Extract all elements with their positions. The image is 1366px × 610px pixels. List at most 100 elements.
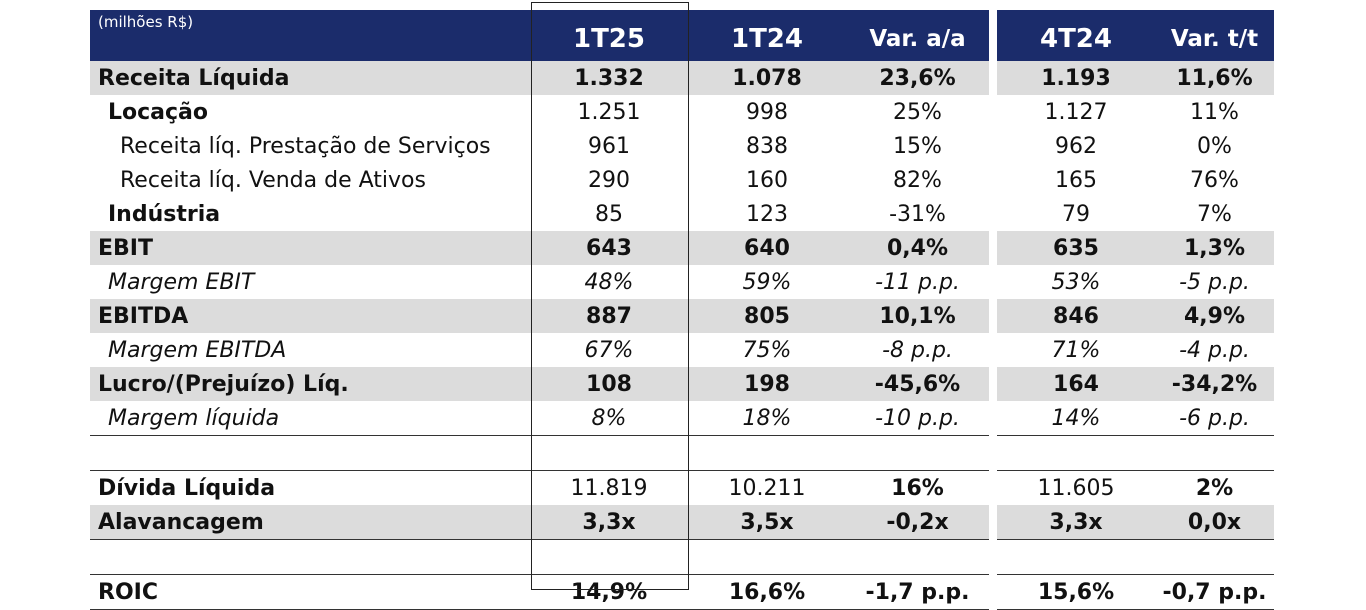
cell-var-tt: -4 p.p. — [1179, 337, 1250, 363]
col-header-1t24: 1T24 — [688, 10, 846, 61]
cell-1t24: 1.078 — [688, 61, 846, 95]
cell-var-tt: -34,2% — [1155, 367, 1274, 401]
cell-var-aa: -45,6% — [846, 367, 989, 401]
cell-1t24: 59% — [742, 269, 792, 295]
row-margem-ebit: Margem EBIT 48% 59% -11 p.p. 53% -5 p.p. — [90, 265, 1274, 299]
cell-1t25: 11.819 — [530, 470, 688, 505]
financial-summary-table: (milhões R$) 1T25 1T24 Var. a/a 4T24 Var… — [90, 10, 1274, 610]
cell-1t24: 805 — [688, 299, 846, 333]
row-receita-liquida: Receita Líquida 1.332 1.078 23,6% 1.193 … — [90, 61, 1274, 95]
cell-var-tt: -5 p.p. — [1179, 269, 1250, 295]
cell-1t25: 290 — [588, 167, 630, 193]
cell-1t24: 160 — [746, 167, 788, 193]
cell-1t25: 3,3x — [530, 505, 688, 540]
column-gap — [989, 231, 997, 265]
cell-4t24: 15,6% — [997, 574, 1155, 610]
row-industria: Indústria 85 123 -31% 79 7% — [90, 197, 1274, 231]
cell-1t24: 198 — [688, 367, 846, 401]
row-margem-ebitda: Margem EBITDA 67% 75% -8 p.p. 71% -4 p.p… — [90, 333, 1274, 367]
row-alavancagem: Alavancagem 3,3x 3,5x -0,2x 3,3x 0,0x — [90, 505, 1274, 540]
header-row: (milhões R$) 1T25 1T24 Var. a/a 4T24 Var… — [90, 10, 1274, 61]
cell-1t25: 643 — [530, 231, 688, 265]
cell-1t24: 16,6% — [688, 574, 846, 610]
cell-var-tt: 4,9% — [1155, 299, 1274, 333]
row-margem-liquida: Margem líquida 8% 18% -10 p.p. 14% -6 p.… — [90, 401, 1274, 436]
row-label: Margem líquida — [90, 401, 530, 436]
cell-4t24: 71% — [1051, 337, 1101, 363]
cell-1t25: 1.332 — [530, 61, 688, 95]
cell-var-aa: -0,2x — [846, 505, 989, 540]
cell-4t24: 11.605 — [997, 470, 1155, 505]
cell-var-tt: 11% — [1190, 99, 1239, 125]
cell-1t25: 1.251 — [577, 99, 641, 125]
row-label: EBIT — [90, 231, 530, 265]
cell-var-tt: 1,3% — [1155, 231, 1274, 265]
cell-4t24: 14% — [997, 401, 1155, 436]
col-header-var-tt: Var. t/t — [1155, 10, 1274, 61]
column-gap — [989, 299, 997, 333]
row-label: ROIC — [90, 574, 530, 610]
cell-var-tt: -6 p.p. — [1155, 401, 1274, 436]
column-gap — [989, 367, 997, 401]
column-gap — [989, 95, 997, 129]
column-gap — [989, 401, 997, 436]
spacer-row — [90, 436, 1274, 471]
col-header-1t25: 1T25 — [530, 10, 688, 61]
cell-4t24: 1.127 — [1044, 99, 1108, 125]
column-gap — [989, 163, 997, 197]
row-label: Locação — [108, 99, 209, 125]
cell-var-aa: -31% — [889, 201, 946, 227]
cell-var-aa: 82% — [893, 167, 942, 193]
unit-label: (milhões R$) — [90, 10, 530, 61]
cell-4t24: 165 — [1055, 167, 1097, 193]
cell-1t25: 961 — [588, 133, 630, 159]
row-label: Receita líq. Venda de Ativos — [120, 167, 426, 193]
cell-1t24: 998 — [746, 99, 788, 125]
cell-1t25: 67% — [584, 337, 634, 363]
cell-var-tt: 0,0x — [1155, 505, 1274, 540]
cell-1t24: 18% — [688, 401, 846, 436]
row-label: Alavancagem — [90, 505, 530, 540]
spacer-row — [90, 540, 1274, 575]
row-label: Receita Líquida — [90, 61, 530, 95]
cell-1t24: 3,5x — [688, 505, 846, 540]
column-gap — [989, 470, 997, 505]
row-venda-ativos: Receita líq. Venda de Ativos 290 160 82%… — [90, 163, 1274, 197]
row-label: Receita líq. Prestação de Serviços — [120, 133, 491, 159]
cell-4t24: 635 — [997, 231, 1155, 265]
cell-1t25: 48% — [584, 269, 634, 295]
cell-4t24: 53% — [1051, 269, 1101, 295]
row-lucro-liquido: Lucro/(Prejuízo) Líq. 108 198 -45,6% 164… — [90, 367, 1274, 401]
col-header-var-aa: Var. a/a — [846, 10, 989, 61]
cell-1t25: 108 — [530, 367, 688, 401]
row-ebitda: EBITDA 887 805 10,1% 846 4,9% — [90, 299, 1274, 333]
cell-var-tt: 0% — [1197, 133, 1232, 159]
cell-var-aa: 10,1% — [846, 299, 989, 333]
cell-1t24: 640 — [688, 231, 846, 265]
row-ebit: EBIT 643 640 0,4% 635 1,3% — [90, 231, 1274, 265]
cell-var-aa: -11 p.p. — [875, 269, 960, 295]
cell-var-tt: 2% — [1155, 470, 1274, 505]
cell-var-aa: -10 p.p. — [846, 401, 989, 436]
cell-var-aa: -1,7 p.p. — [846, 574, 989, 610]
col-header-4t24: 4T24 — [997, 10, 1155, 61]
row-label: Dívida Líquida — [90, 470, 530, 505]
cell-var-aa: 25% — [893, 99, 942, 125]
row-label: Margem EBIT — [108, 269, 255, 295]
row-roic: ROIC 14,9% 16,6% -1,7 p.p. 15,6% -0,7 p.… — [90, 574, 1274, 610]
column-gap — [989, 10, 997, 61]
cell-1t25: 85 — [595, 201, 623, 227]
cell-var-aa: 23,6% — [846, 61, 989, 95]
column-gap — [989, 129, 997, 163]
cell-var-aa: -8 p.p. — [882, 337, 953, 363]
row-label: Margem EBITDA — [108, 337, 287, 363]
row-label: Lucro/(Prejuízo) Líq. — [90, 367, 530, 401]
cell-var-aa: 16% — [846, 470, 989, 505]
row-label: EBITDA — [90, 299, 530, 333]
cell-var-tt: 7% — [1197, 201, 1232, 227]
cell-4t24: 1.193 — [997, 61, 1155, 95]
cell-var-aa: 15% — [893, 133, 942, 159]
cell-4t24: 164 — [997, 367, 1155, 401]
cell-1t25: 8% — [530, 401, 688, 436]
cell-var-tt: 76% — [1190, 167, 1239, 193]
